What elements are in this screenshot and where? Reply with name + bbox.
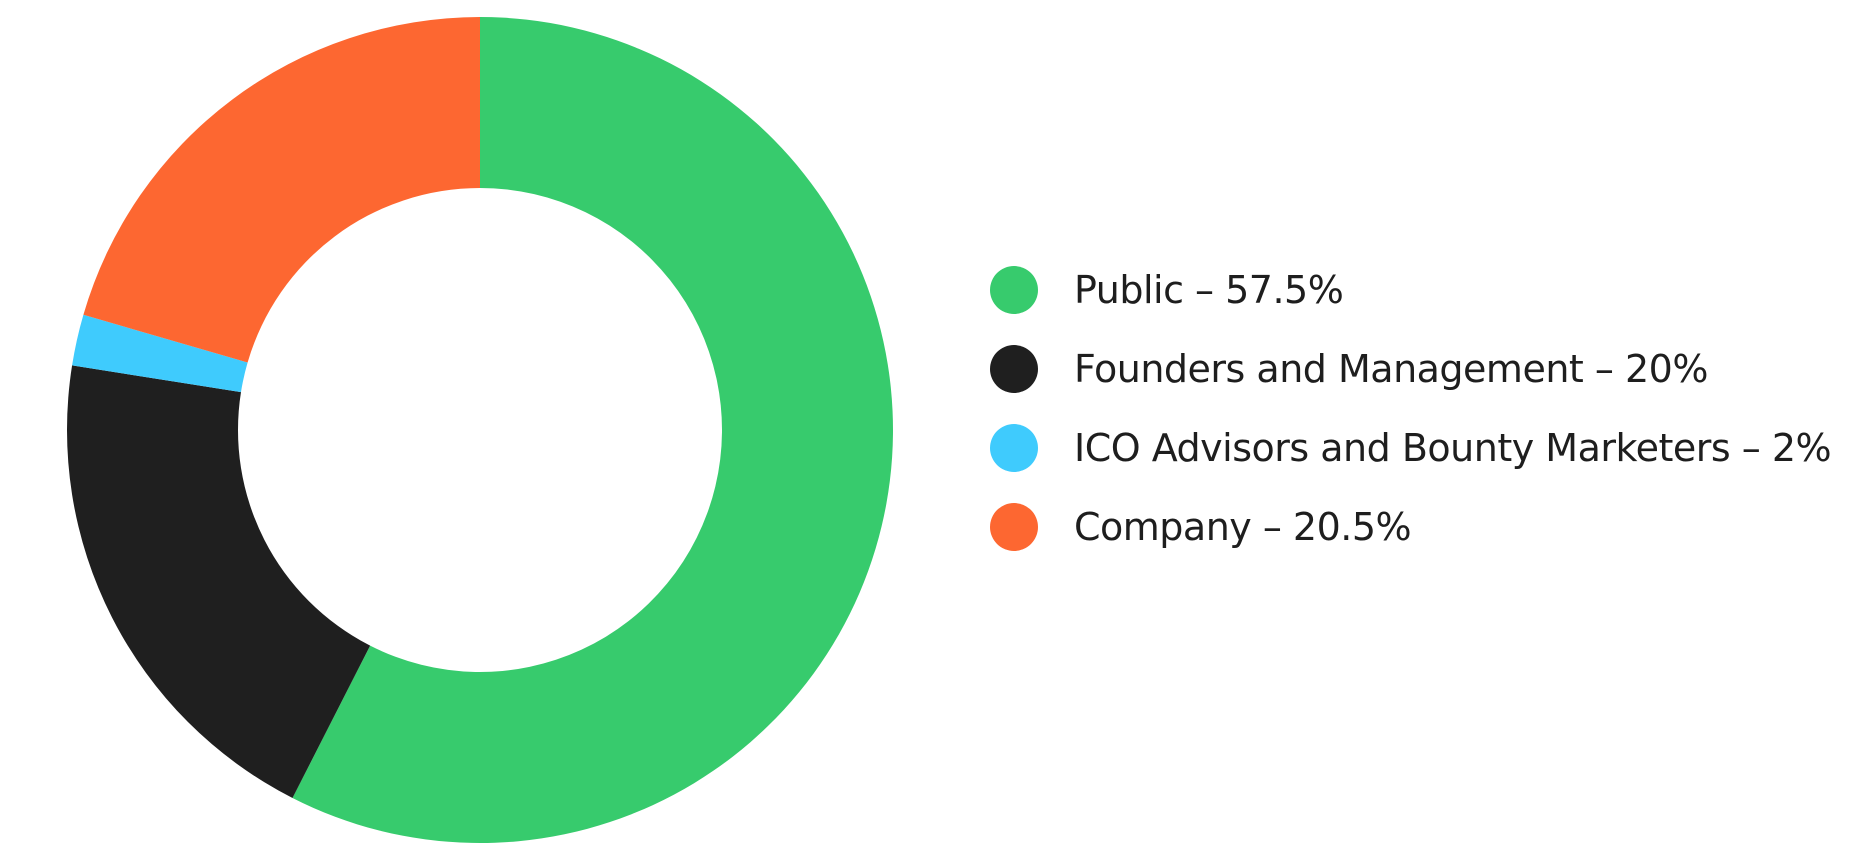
legend-swatch-company (990, 502, 1038, 551)
legend-swatch-founders-and-management (990, 344, 1038, 393)
donut-slice-company (83, 17, 480, 363)
legend-item-public: Public – 57.5% (990, 250, 1831, 329)
legend-swatch-ico-advisors (990, 423, 1038, 472)
legend-label-ico-advisors: ICO Advisors and Bounty Marketers – 2% (1074, 425, 1832, 470)
donut-slice-public (292, 17, 893, 844)
legend-item-company: Company – 20.5% (990, 487, 1831, 566)
legend-swatch-public (990, 265, 1038, 314)
donut-chart (67, 17, 893, 844)
donut-slice-ico-advisors (72, 314, 248, 393)
legend-label-company: Company – 20.5% (1074, 504, 1412, 549)
legend-label-founders-and-management: Founders and Management – 20% (1074, 346, 1708, 391)
legend-item-ico-advisors: ICO Advisors and Bounty Marketers – 2% (990, 408, 1832, 487)
legend-label-public: Public – 57.5% (1074, 267, 1344, 312)
chart-legend: Public – 57.5% Founders and Management –… (990, 250, 1832, 566)
donut-slice-founders-and-management (67, 365, 371, 798)
legend-item-founders-and-management: Founders and Management – 20% (990, 329, 1831, 408)
